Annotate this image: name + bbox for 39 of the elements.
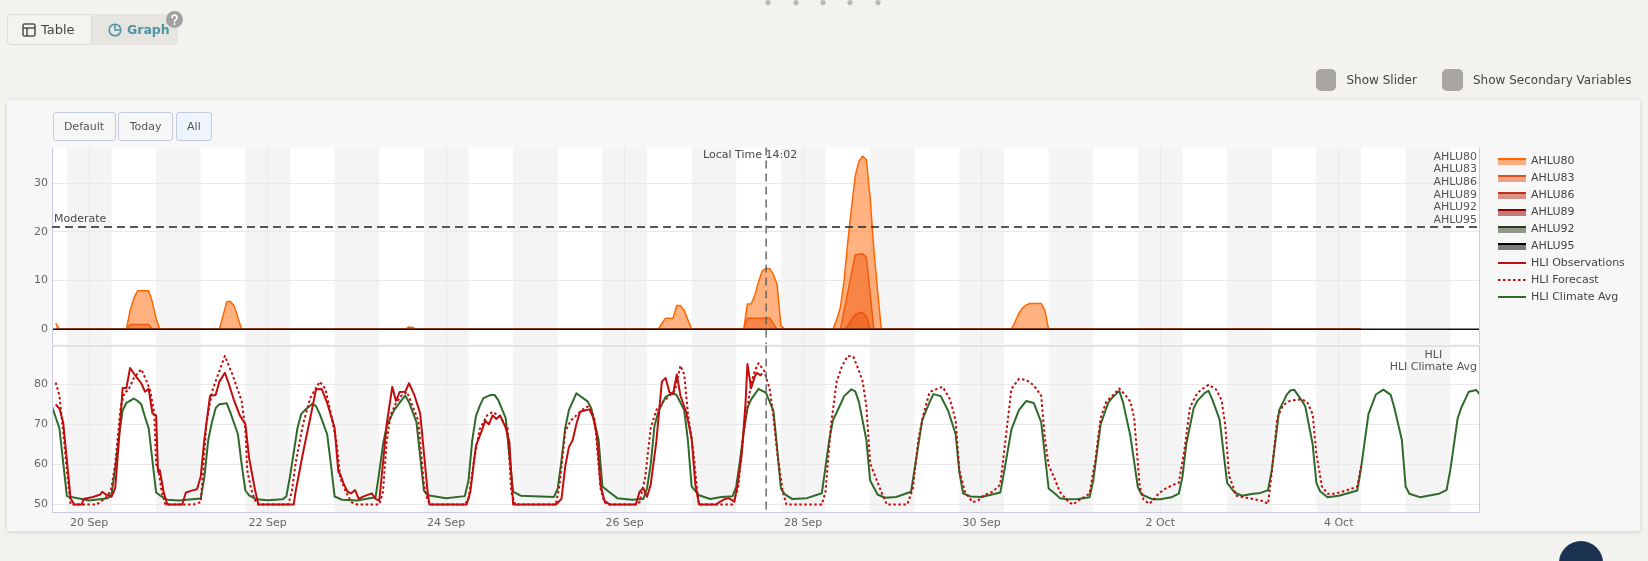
- annotation: AHLU83: [1433, 162, 1478, 176]
- x-tick-label: 2 Oct: [1145, 516, 1176, 530]
- legend-label: AHLU92: [1531, 222, 1575, 235]
- y-tick-label: 20: [34, 224, 48, 238]
- legend-label: AHLU80: [1531, 154, 1575, 167]
- legend-label: HLI Observations: [1531, 256, 1625, 269]
- annotation: AHLU89: [1433, 187, 1478, 201]
- annotation: HLI: [1424, 347, 1443, 361]
- legend-label: HLI Climate Avg: [1531, 290, 1619, 303]
- x-tick-label: 24 Sep: [427, 516, 466, 530]
- legend-label: AHLU86: [1531, 188, 1575, 201]
- annotation: AHLU86: [1433, 175, 1478, 189]
- annotation: AHLU92: [1433, 200, 1478, 214]
- ref-line-label: Local Time 14:02: [703, 148, 798, 162]
- x-tick-label: 28 Sep: [784, 516, 823, 530]
- text: Table: [41, 21, 75, 38]
- x-tick-label: 4 Oct: [1323, 516, 1355, 530]
- y-tick-label: 50: [34, 497, 48, 511]
- annotation: HLI Climate Avg: [1389, 360, 1477, 374]
- x-tick-label: 30 Sep: [962, 516, 1001, 530]
- x-tick-label: 20 Sep: [70, 516, 109, 530]
- legend-label: AHLU83: [1531, 171, 1575, 184]
- text: Show Secondary Variables: [1473, 72, 1632, 88]
- legend-label: HLI Forecast: [1531, 273, 1599, 286]
- y-tick-label: 30: [34, 175, 48, 189]
- y-tick-label: 10: [34, 273, 48, 287]
- y-tick-label: 80: [34, 376, 48, 390]
- x-tick-label: 26 Sep: [605, 516, 644, 530]
- legend-label: AHLU89: [1531, 205, 1575, 218]
- y-tick-label: 0: [41, 322, 48, 336]
- text: Graph: [127, 21, 170, 38]
- legend-label: AHLU95: [1531, 239, 1575, 252]
- ref-line-label: Moderate: [54, 211, 107, 225]
- annotation: AHLU95: [1433, 212, 1478, 226]
- y-tick-label: 60: [34, 457, 48, 471]
- text: Show Slider: [1346, 72, 1417, 88]
- x-tick-label: 22 Sep: [248, 516, 287, 530]
- y-tick-label: 70: [34, 417, 48, 431]
- annotation: AHLU80: [1433, 149, 1478, 163]
